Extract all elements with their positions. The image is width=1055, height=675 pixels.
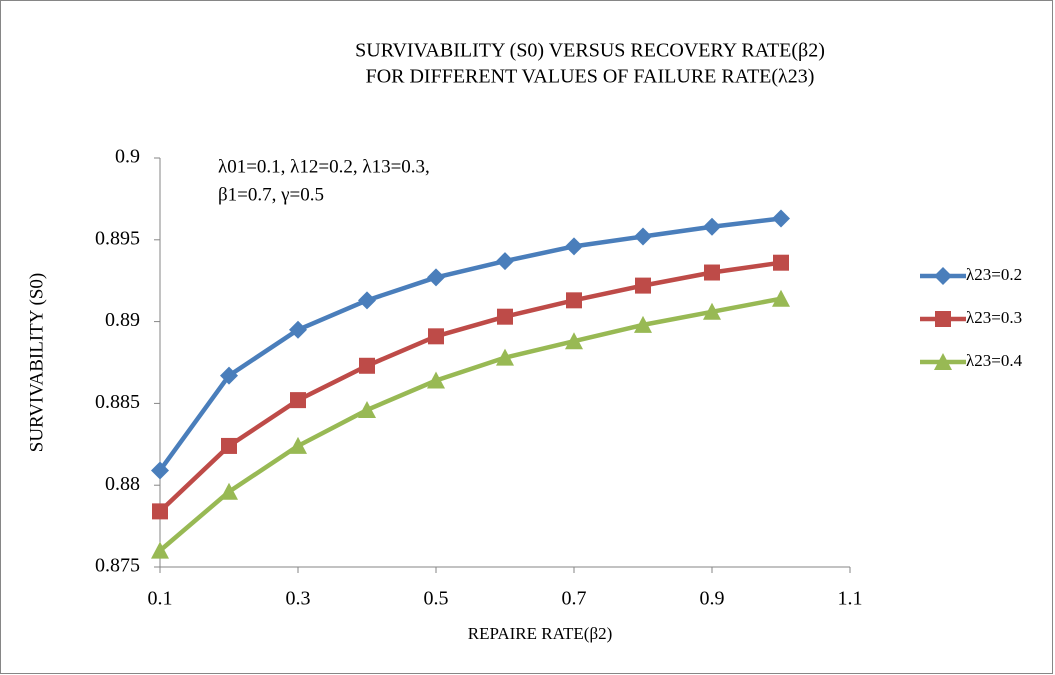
data-point — [773, 254, 789, 271]
data-point — [427, 268, 445, 287]
legend-label: λ23=0.2 — [966, 265, 1022, 284]
data-point — [496, 348, 514, 366]
data-point — [634, 227, 652, 246]
legend-marker — [934, 267, 952, 285]
data-point — [565, 237, 583, 256]
data-point — [289, 320, 307, 339]
x-tick-label: 0.7 — [562, 588, 587, 610]
legend-label: λ23=0.3 — [966, 308, 1022, 327]
x-axis-label: REPAIRE RATE(β2) — [468, 624, 613, 643]
data-point — [704, 264, 720, 281]
legend-marker — [934, 353, 952, 370]
data-point — [358, 400, 376, 418]
annotation: λ01=0.1, λ12=0.2, λ13=0.3, — [218, 156, 430, 177]
data-point — [359, 357, 375, 374]
x-tick-label: 0.1 — [148, 588, 173, 610]
y-tick-label: 0.9 — [115, 146, 140, 168]
data-point — [221, 437, 237, 454]
data-point — [151, 541, 169, 559]
series-line — [158, 296, 782, 553]
y-tick-label: 0.885 — [95, 391, 140, 413]
data-point — [635, 277, 651, 294]
data-point — [497, 308, 513, 325]
data-point — [496, 252, 514, 271]
annotation: β1=0.7, γ=0.5 — [218, 184, 324, 205]
data-point — [566, 292, 582, 309]
series-line — [158, 260, 782, 514]
data-point — [565, 332, 583, 350]
x-tick-label: 1.1 — [838, 588, 863, 610]
series-line — [158, 216, 782, 472]
y-tick-label: 0.875 — [95, 555, 140, 577]
data-point — [703, 217, 721, 236]
y-tick-label: 0.895 — [95, 227, 140, 249]
data-point — [152, 503, 168, 520]
chart-title: SURVIVABILITY (S0) VERSUS RECOVERY RATE(… — [355, 40, 825, 62]
data-point — [772, 209, 790, 228]
data-point — [220, 366, 238, 385]
data-point — [428, 328, 444, 345]
legend-marker — [935, 311, 951, 327]
data-point — [358, 291, 376, 310]
chart-title: FOR DIFFERENT VALUES OF FAILURE RATE(λ23… — [366, 66, 815, 88]
y-tick-label: 0.88 — [105, 473, 140, 495]
data-point — [151, 461, 169, 480]
data-point — [220, 482, 238, 500]
data-point — [289, 436, 307, 454]
x-tick-label: 0.3 — [286, 588, 311, 610]
legend-label: λ23=0.4 — [966, 351, 1023, 370]
data-point — [290, 392, 306, 409]
x-tick-label: 0.5 — [424, 588, 449, 610]
data-point — [772, 289, 790, 307]
y-axis-label: SURVIVABILITY (S0) — [26, 273, 47, 453]
x-tick-label: 0.9 — [700, 588, 725, 610]
data-point — [427, 371, 445, 389]
y-tick-label: 0.89 — [105, 309, 140, 331]
data-point — [703, 302, 721, 320]
data-point — [634, 315, 652, 333]
